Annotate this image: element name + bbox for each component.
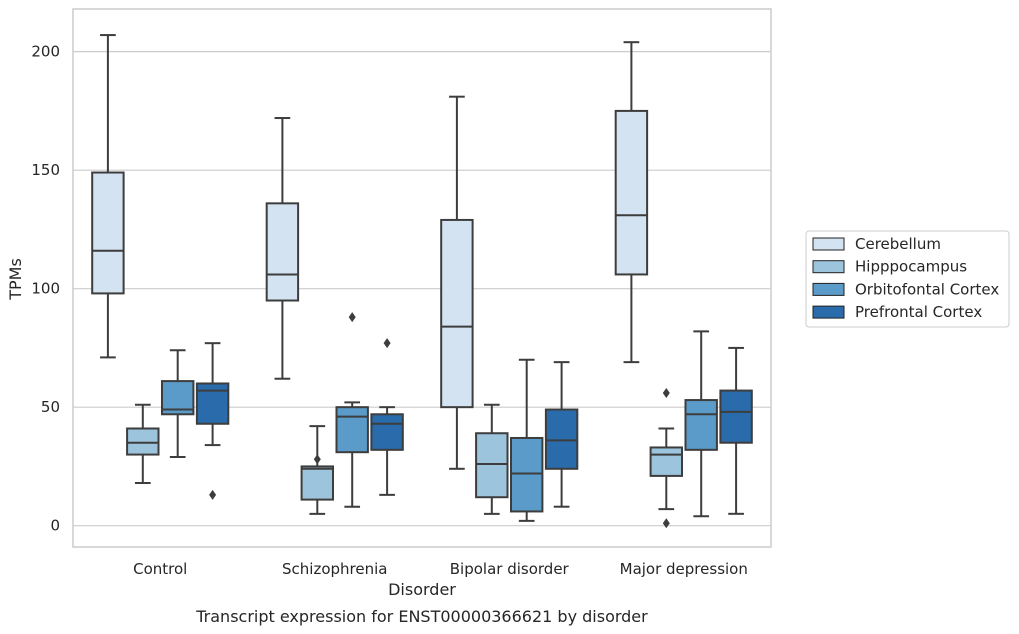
box-hipppocampus (649, 387, 684, 529)
x-tick-label: Schizophrenia (282, 560, 387, 578)
box-cerebellum (614, 41, 649, 364)
legend-frame (805, 230, 1010, 328)
y-tick-label: 0 (50, 517, 60, 535)
legend-label: Cerebellum (855, 235, 941, 253)
x-tick-label: Major depression (620, 560, 748, 578)
iqr-box (475, 432, 509, 499)
box-prefrontal-cortex (370, 338, 404, 496)
box-elements (91, 34, 753, 529)
legend-label: Orbitofontal Cortex (855, 280, 999, 298)
iqr-box (544, 408, 579, 470)
y-tick-label: 100 (31, 280, 60, 298)
iqr-box (195, 382, 230, 425)
iqr-box (719, 389, 753, 444)
box-prefrontal-cortex (544, 361, 579, 508)
box-prefrontal-cortex (719, 346, 753, 515)
x-tick-label: Control (133, 560, 187, 578)
box-prefrontal-cortex (195, 342, 230, 500)
iqr-box (649, 446, 684, 477)
y-tick-labels: 0 50 100 150 200 (31, 43, 60, 535)
legend-swatch (812, 237, 845, 251)
box-orbitofontal-cortex (160, 349, 195, 458)
outlier-point (662, 387, 670, 398)
legend-swatch (812, 305, 845, 319)
legend-label: Prefrontal Cortex (855, 303, 982, 321)
iqr-box (300, 465, 335, 501)
outlier-point (348, 312, 356, 323)
iqr-box (265, 202, 300, 302)
box-hipppocampus (475, 403, 509, 515)
iqr-box (509, 436, 544, 513)
outlier-point (662, 518, 670, 529)
box-orbitofontal-cortex (335, 312, 369, 508)
box-orbitofontal-cortex (684, 330, 718, 518)
box-hipppocampus (126, 403, 160, 485)
x-axis-label: Disorder (388, 580, 456, 599)
iqr-box (335, 406, 369, 454)
y-tick-label: 150 (31, 161, 60, 179)
box-cerebellum (91, 34, 125, 359)
box-cerebellum (440, 95, 474, 470)
box-hipppocampus (300, 425, 335, 515)
box-orbitofontal-cortex (509, 358, 544, 522)
iqr-box (614, 109, 649, 276)
chart-caption: Transcript expression for ENST0000036662… (195, 607, 648, 626)
plot-frame (72, 8, 772, 548)
outlier-point (383, 338, 391, 349)
iqr-box (370, 413, 404, 451)
y-axis-label: TPMs (6, 258, 25, 301)
outlier-point (209, 489, 217, 500)
iqr-box (684, 399, 718, 451)
box-cerebellum (265, 117, 300, 380)
iqr-box (440, 218, 474, 409)
iqr-box (126, 427, 160, 456)
legend: Cerebellum Hipppocampus Orbitofontal Corte… (805, 230, 1010, 328)
legend-label: Hipppocampus (855, 258, 967, 276)
iqr-box (91, 171, 125, 295)
x-tick-label: Bipolar disorder (450, 560, 570, 578)
y-tick-label: 50 (41, 398, 60, 416)
y-tick-label: 200 (31, 43, 60, 61)
x-tick-labels: Control Schizophrenia Bipolar disorder Majo… (133, 560, 748, 578)
legend-swatch (812, 282, 845, 296)
legend-swatch (812, 260, 845, 274)
outlier-point (313, 454, 321, 465)
